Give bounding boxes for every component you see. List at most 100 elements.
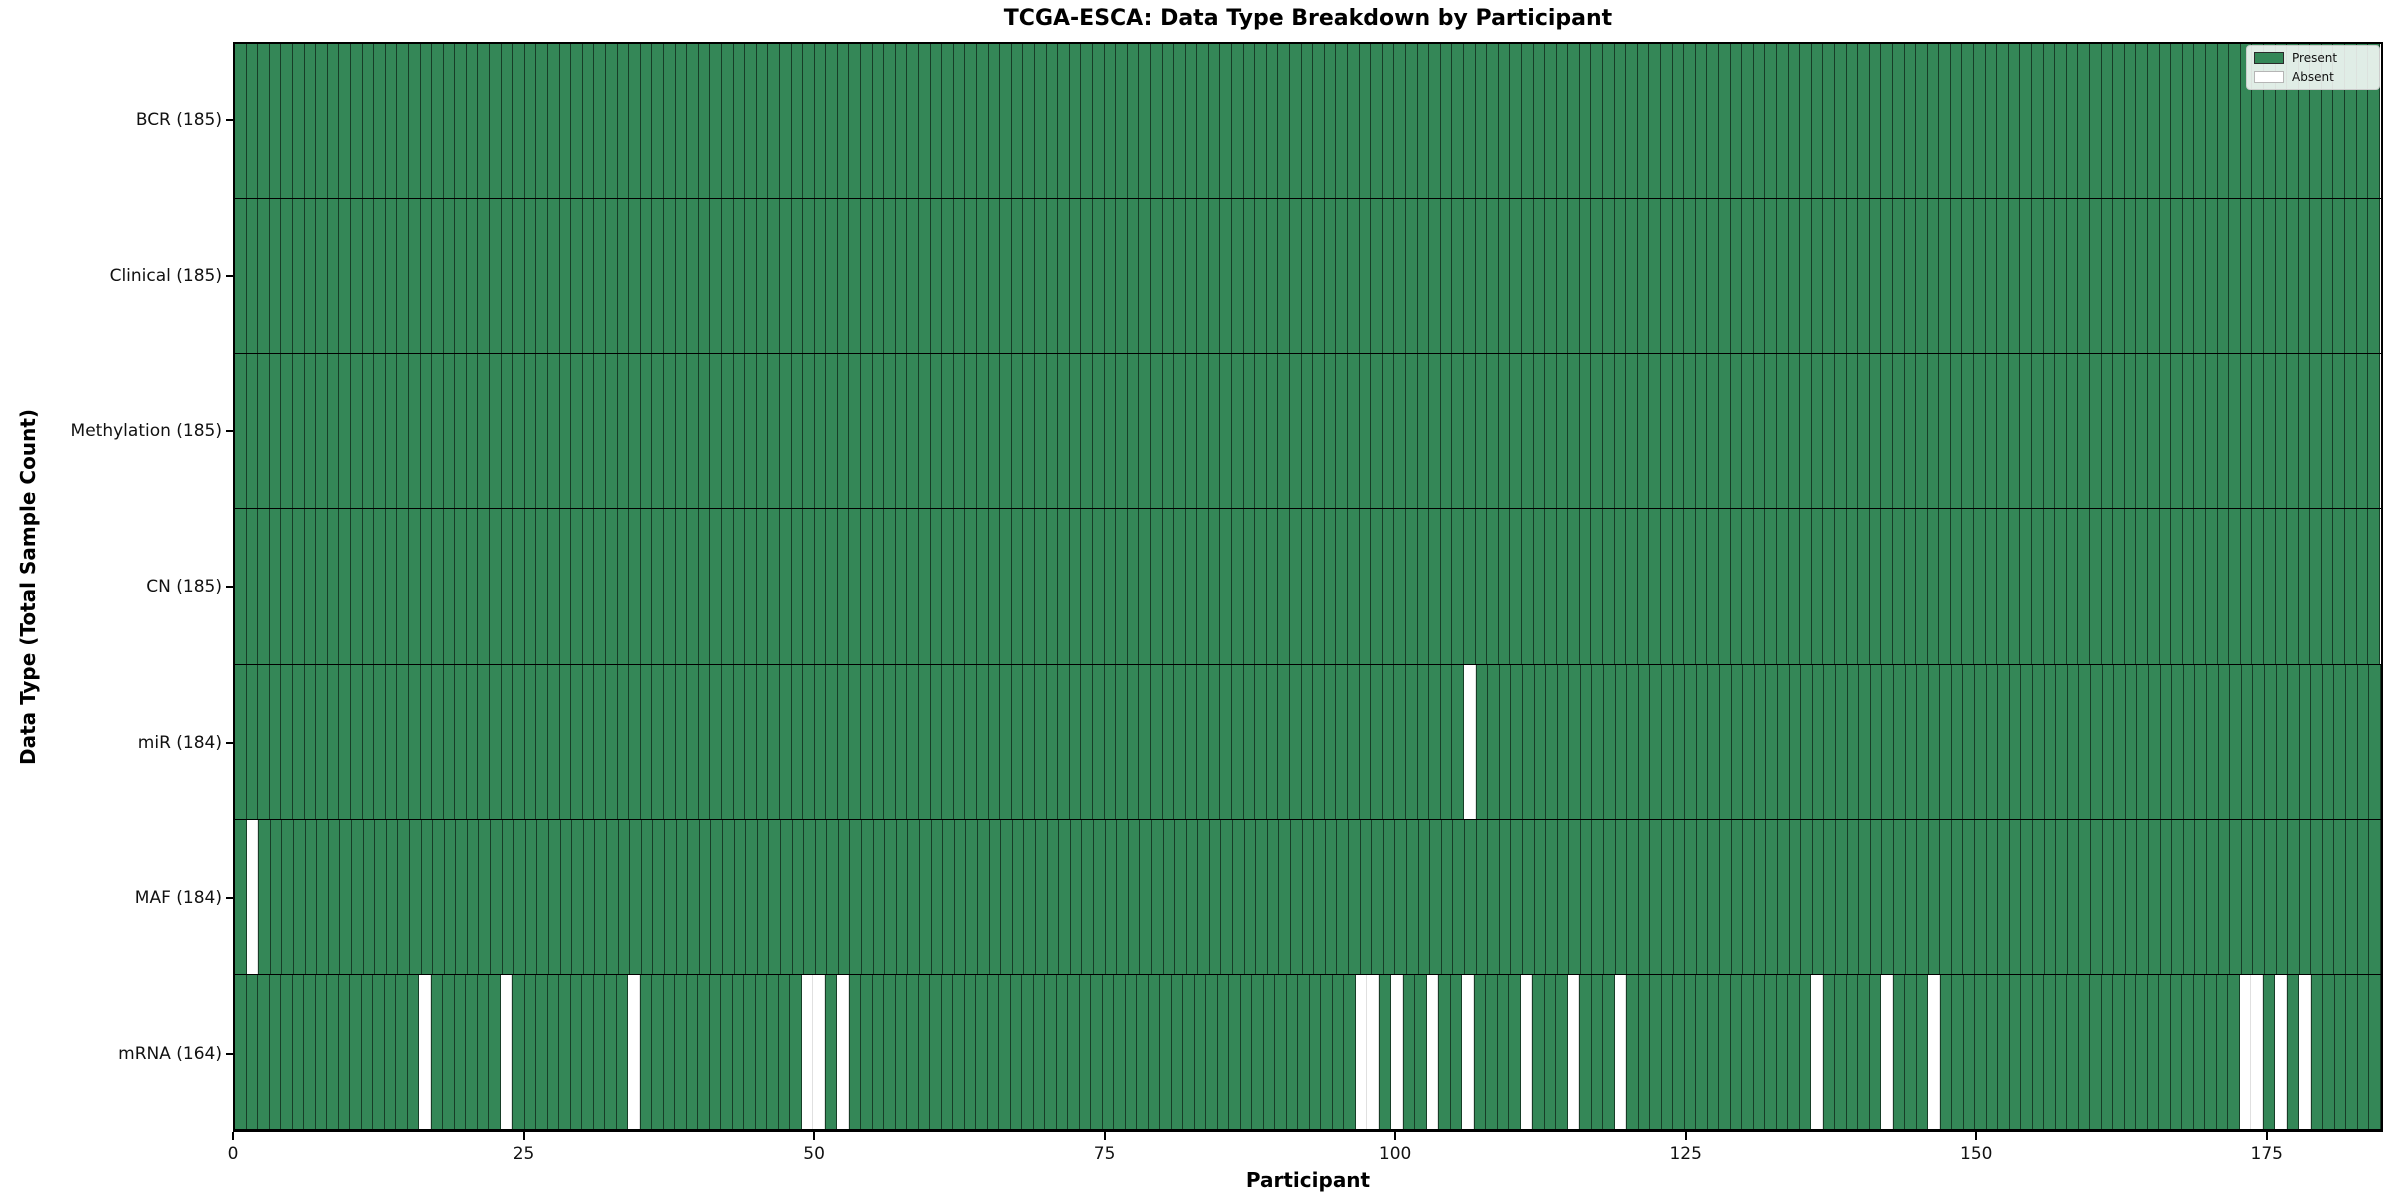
heatmap-cell [235,354,247,509]
legend-label-absent: Absent [2292,70,2334,84]
heatmap-cell [420,199,433,354]
heatmap-cell [779,509,792,664]
heatmap-cell [791,44,804,199]
heatmap-cell [1301,509,1314,664]
heatmap-cell [350,974,362,1129]
heatmap-cell [1278,44,1291,199]
heatmap-cell [1279,819,1292,974]
heatmap-cell [1243,44,1256,199]
heatmap-cell [1371,199,1383,354]
heatmap-cell [269,354,282,509]
heatmap-cell [1324,44,1337,199]
heatmap-cell [2079,819,2091,974]
heatmap-cell [466,509,479,664]
heatmap-cell [1255,44,1267,199]
heatmap-cell [258,44,270,199]
heatmap-row-miR [235,664,2381,820]
heatmap-cell [559,509,572,664]
heatmap-cell [1707,974,1719,1129]
heatmap-cell [2239,974,2251,1129]
x-tick-mark [522,1132,525,1140]
heatmap-cell [861,974,873,1129]
heatmap-cell [1730,509,1743,664]
heatmap-cell [2159,199,2172,354]
heatmap-cell [664,819,677,974]
heatmap-cell [710,509,722,664]
heatmap-cell [258,819,271,974]
heatmap-cell [745,664,757,819]
heatmap-cell [1001,819,1013,974]
heatmap-cell [2263,354,2276,509]
heatmap-cell [1058,199,1070,354]
heatmap-cell [1092,664,1105,819]
heatmap-cell [408,509,421,664]
heatmap-cell [2067,974,2079,1129]
heatmap-cell [1568,354,1580,509]
heatmap-cell [837,354,850,509]
heatmap-cell [767,974,779,1129]
x-tick-mark [1103,1132,1106,1140]
heatmap-cell [1824,664,1836,819]
heatmap-cell [617,199,630,354]
heatmap-cell [640,509,653,664]
heatmap-cell [2056,819,2068,974]
heatmap-cell [1812,664,1825,819]
heatmap-cell [1252,974,1264,1129]
heatmap-cell [1603,509,1615,664]
heatmap-cell [2043,509,2056,664]
heatmap-cell [710,199,722,354]
heatmap-cell [350,199,363,354]
heatmap-cell [746,819,758,974]
heatmap-cell [803,44,815,199]
heatmap-cell [1789,664,1802,819]
heatmap-cell [281,44,293,199]
heatmap-cell [1348,509,1360,664]
heatmap-cell [1626,199,1638,354]
heatmap-cell [396,974,408,1129]
heatmap-cell [536,664,549,819]
heatmap-cell [1220,664,1233,819]
heatmap-cell [1314,819,1326,974]
heatmap-cell [327,44,340,199]
heatmap-cell [327,974,339,1129]
heatmap-cell [2021,664,2034,819]
heatmap-cell [397,44,409,199]
heatmap-cell [1417,509,1430,664]
heatmap-cell [2333,199,2346,354]
heatmap-cell [988,509,1001,664]
heatmap-cell [2066,509,2079,664]
heatmap-cell [2323,974,2335,1129]
heatmap-cell [1022,974,1034,1129]
heatmap-cell [2124,974,2136,1129]
heatmap-cell [455,199,467,354]
present-swatch [2254,52,2284,64]
heatmap-cell [1626,974,1639,1129]
heatmap-cell [628,974,640,1129]
legend-item-absent: Absent [2254,70,2372,84]
heatmap-cell [953,199,966,354]
heatmap-cell [362,199,375,354]
heatmap-cell [1092,199,1105,354]
heatmap-cell [652,199,664,354]
x-tick-label: 175 [2250,1144,2284,1164]
heatmap-cell [1603,44,1615,199]
heatmap-cell [316,509,328,664]
heatmap-cell [432,44,444,199]
heatmap-cell [2333,354,2346,509]
heatmap-cell [1823,199,1835,354]
heatmap-cell [745,44,757,199]
heatmap-cell [1336,354,1348,509]
heatmap-cell [1754,664,1767,819]
heatmap-cell [1985,354,1998,509]
heatmap-cell [594,199,606,354]
heatmap-cell [466,974,478,1129]
heatmap-cell [362,44,375,199]
heatmap-cell [2287,509,2299,664]
heatmap-cell [1278,199,1291,354]
heatmap-cell [1927,44,1940,199]
heatmap-cell [2194,509,2206,664]
heatmap-cell [467,819,480,974]
heatmap-cell [258,664,270,819]
heatmap-cell [235,819,247,974]
heatmap-cell [2032,974,2044,1129]
